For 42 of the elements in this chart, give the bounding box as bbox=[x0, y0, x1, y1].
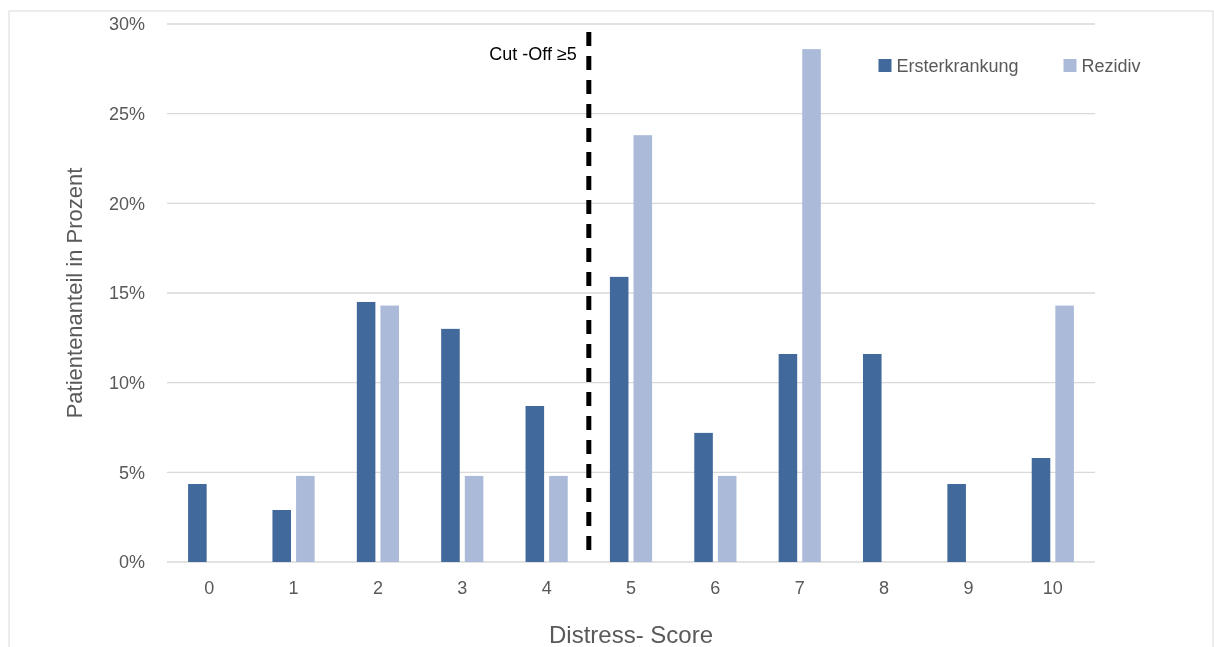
x-tick-label: 1 bbox=[288, 578, 299, 598]
x-tick-label: 5 bbox=[625, 578, 637, 598]
bar bbox=[609, 276, 629, 562]
bar bbox=[272, 509, 292, 562]
bar bbox=[296, 475, 315, 562]
bar bbox=[380, 305, 399, 562]
y-tick-label: 5% bbox=[118, 462, 145, 483]
bar bbox=[802, 49, 821, 562]
bar bbox=[863, 353, 882, 562]
bar bbox=[694, 432, 713, 562]
bar bbox=[633, 135, 653, 562]
y-tick-label: 15% bbox=[108, 283, 145, 304]
annotation: Cut -Off ≥5 bbox=[489, 44, 577, 64]
bar bbox=[188, 483, 207, 562]
bar bbox=[525, 405, 545, 562]
x-tick-label: 0 bbox=[204, 578, 215, 598]
x-tick-label: 3 bbox=[457, 578, 468, 598]
y-tick-label: 20% bbox=[108, 193, 145, 214]
y-axis-title: Patientenanteil in Prozent bbox=[62, 167, 87, 419]
x-tick-label: 7 bbox=[794, 578, 805, 598]
x-axis-title: Distress- Score bbox=[548, 621, 714, 647]
y-tick-label: 25% bbox=[108, 103, 145, 124]
bar bbox=[1031, 457, 1051, 562]
y-tick-label: 30% bbox=[108, 14, 145, 35]
y-tick-label: 0% bbox=[118, 552, 145, 573]
x-tick-label: 4 bbox=[541, 578, 552, 598]
x-tick-label: 6 bbox=[710, 578, 721, 598]
x-tick-label: 8 bbox=[879, 578, 890, 598]
legend-label: Rezidiv bbox=[1081, 56, 1141, 77]
x-tick-label: 9 bbox=[963, 578, 974, 598]
bar bbox=[441, 328, 460, 562]
bar bbox=[549, 475, 568, 562]
x-tick-label: 2 bbox=[372, 578, 383, 598]
y-tick-label: 10% bbox=[108, 372, 145, 393]
bar bbox=[1055, 305, 1074, 562]
legend-label: Ersterkrankung bbox=[896, 56, 1019, 77]
bar bbox=[947, 483, 966, 562]
bar bbox=[778, 353, 798, 562]
bar bbox=[717, 475, 737, 562]
bar bbox=[356, 301, 376, 562]
bar bbox=[464, 475, 484, 562]
x-tick-label: 10 bbox=[1042, 578, 1063, 598]
